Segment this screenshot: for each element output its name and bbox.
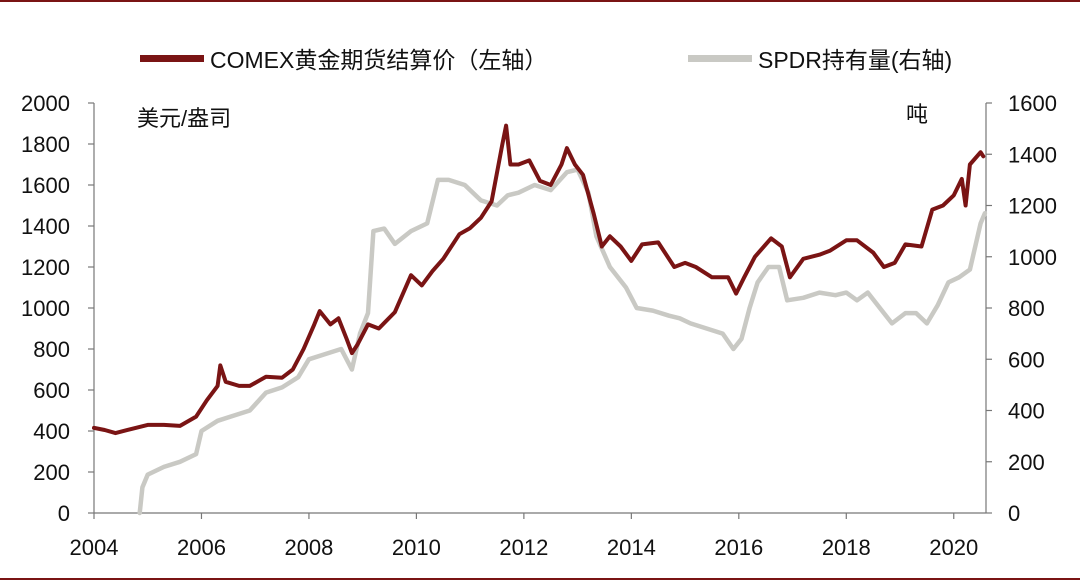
left-y-tick-label: 400 xyxy=(33,419,70,444)
right-y-tick-label: 200 xyxy=(1008,450,1045,475)
legend-label-gold-price: COMEX黄金期货结算价（左轴） xyxy=(210,47,548,73)
series-line-gold-price xyxy=(92,123,986,436)
legend-item-spdr-holdings: SPDR持有量(右轴) xyxy=(688,40,952,76)
right-y-tick-label: 600 xyxy=(1008,347,1045,372)
legend-label-spdr-holdings: SPDR持有量(右轴) xyxy=(758,47,953,73)
x-tick-label: 2006 xyxy=(177,535,226,560)
x-tick-label: 2016 xyxy=(714,535,763,560)
left-y-tick-label: 1400 xyxy=(21,214,70,239)
right-y-tick-label: 1000 xyxy=(1008,245,1057,270)
left-y-tick-label: 1800 xyxy=(21,132,70,157)
left-y-tick-label: 1000 xyxy=(21,296,70,321)
x-tick-label: 2012 xyxy=(499,535,548,560)
x-tick-label: 2020 xyxy=(929,535,978,560)
left-y-tick-label: 1200 xyxy=(21,255,70,280)
right-y-tick-label: 400 xyxy=(1008,399,1045,424)
series-line-spdr-holdings xyxy=(137,167,988,516)
left-y-tick-label: 800 xyxy=(33,337,70,362)
right-y-tick-label: 800 xyxy=(1008,296,1045,321)
legend-swatch-gold-price xyxy=(140,54,204,62)
left-y-tick-label: 2000 xyxy=(21,91,70,116)
left-y-tick-label: 0 xyxy=(58,501,70,526)
bottom-border-line xyxy=(0,578,1080,580)
right-y-tick-label: 0 xyxy=(1008,501,1020,526)
left-y-tick-label: 1600 xyxy=(21,173,70,198)
chart-legend: COMEX黄金期货结算价（左轴） SPDR持有量(右轴) xyxy=(0,40,1080,76)
x-tick-label: 2010 xyxy=(392,535,441,560)
x-tick-label: 2008 xyxy=(284,535,333,560)
right-y-tick-label: 1600 xyxy=(1008,91,1057,116)
x-tick-label: 2014 xyxy=(607,535,656,560)
x-tick-label: 2004 xyxy=(70,535,119,560)
left-axis-unit-label: 美元/盎司 xyxy=(137,106,231,131)
right-axis-unit-label: 吨 xyxy=(906,102,928,127)
right-y-tick-label: 1200 xyxy=(1008,194,1057,219)
left-y-tick-label: 600 xyxy=(33,378,70,403)
top-border-line xyxy=(0,0,1080,2)
legend-swatch-spdr-holdings xyxy=(688,54,752,62)
legend-item-gold-price: COMEX黄金期货结算价（左轴） xyxy=(140,40,547,76)
left-y-tick-label: 200 xyxy=(33,460,70,485)
x-tick-label: 2018 xyxy=(822,535,871,560)
right-y-tick-label: 1400 xyxy=(1008,142,1057,167)
